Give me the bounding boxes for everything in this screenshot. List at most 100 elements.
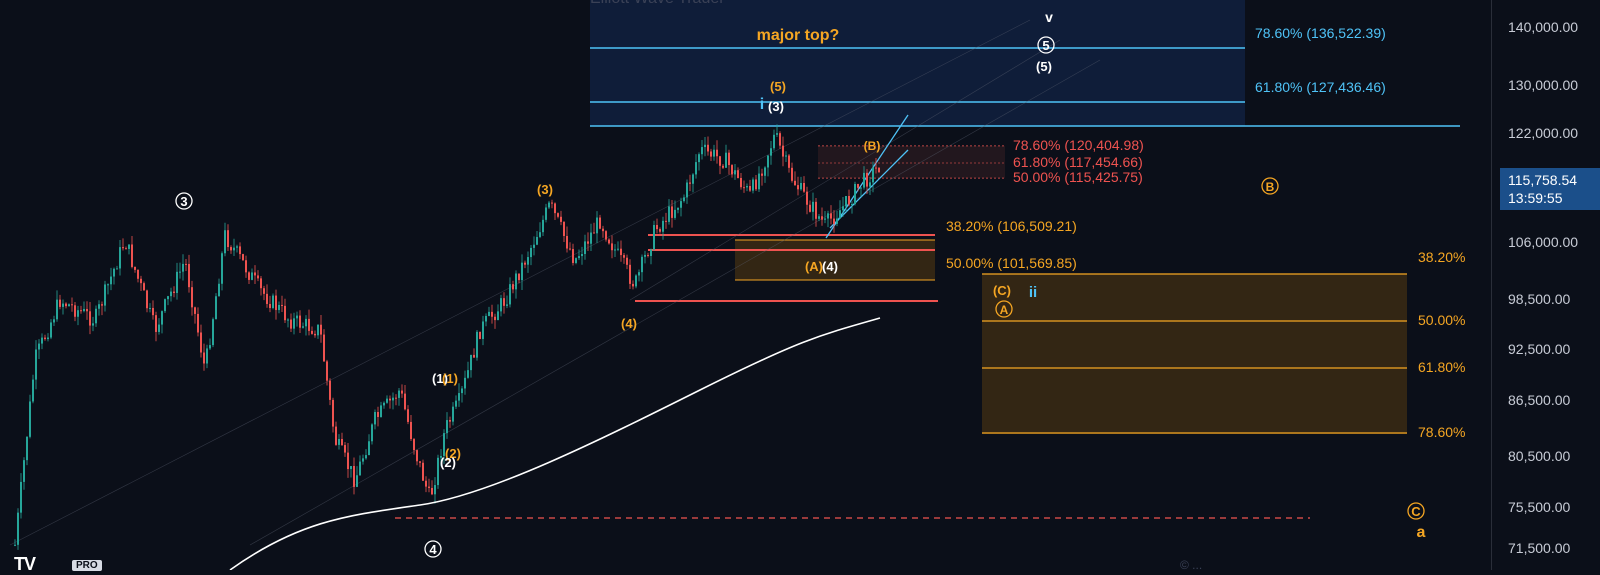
blue-fib-label: 78.60% (136,522.39) [1255, 25, 1386, 41]
wave-label: (B) [864, 139, 881, 153]
candle [464, 377, 466, 389]
trend-line [249, 59, 1101, 546]
candle [845, 196, 847, 207]
candle [278, 304, 280, 311]
candle [41, 337, 43, 344]
candle [446, 420, 448, 434]
price-axis-tick: 80,500.00 [1508, 448, 1571, 464]
candle [56, 299, 58, 320]
candle [560, 216, 562, 222]
price-axis[interactable]: 140,000.00 130,000.00 122,000.00 106,000.00… [1491, 0, 1600, 570]
candle [212, 319, 214, 346]
candle [422, 462, 424, 481]
candle [242, 254, 244, 261]
wave4-zone-box [735, 240, 935, 280]
candle [350, 466, 352, 470]
candle [113, 268, 115, 277]
candle [806, 191, 808, 205]
candle [815, 201, 817, 219]
candle [800, 183, 802, 190]
candle [839, 210, 841, 219]
candle [659, 229, 661, 232]
candle [488, 311, 490, 316]
candle [827, 213, 829, 219]
price-axis-tick: 71,500.00 [1508, 540, 1571, 556]
candle [743, 187, 745, 189]
candle [833, 218, 835, 224]
candle [707, 144, 709, 152]
candle [104, 284, 106, 306]
candle [797, 185, 799, 190]
candle [542, 219, 544, 233]
candle [299, 315, 301, 328]
wave-label: (3) [768, 99, 784, 114]
candle [563, 221, 565, 236]
candle [428, 486, 430, 488]
price-axis-tick: 140,000.00 [1508, 19, 1579, 35]
candle [716, 149, 718, 157]
candle [821, 216, 823, 220]
candle [758, 173, 760, 190]
candle [455, 400, 457, 407]
candle [383, 402, 385, 406]
price-axis-tick: 86,500.00 [1508, 392, 1571, 408]
candle [650, 249, 652, 256]
candle [638, 272, 640, 276]
wave-label: (5) [1036, 59, 1052, 74]
candle [251, 272, 253, 280]
candle [395, 397, 397, 399]
candle [266, 293, 268, 304]
candle [878, 167, 880, 173]
price-axis-tick: 75,500.00 [1508, 499, 1571, 515]
orange-fib-label: 38.20% (106,509.21) [946, 218, 1077, 234]
candle [473, 354, 475, 358]
candle [554, 203, 556, 214]
candle [389, 398, 391, 401]
candle [491, 311, 493, 317]
candle [209, 345, 211, 349]
candle [287, 319, 289, 321]
candle [26, 436, 28, 461]
candle [176, 271, 178, 293]
price-axis-tick: 92,500.00 [1508, 341, 1571, 357]
candle [602, 228, 604, 232]
support-fib-label: 78.60% [1418, 424, 1465, 440]
candle [812, 201, 814, 212]
candle [413, 439, 415, 451]
candle [146, 290, 148, 309]
candle [230, 247, 232, 251]
candle [569, 248, 571, 250]
candle [803, 183, 805, 192]
candle [506, 304, 508, 306]
candle [713, 149, 715, 157]
candle [641, 256, 643, 273]
candle [158, 324, 160, 332]
support-zone-box [982, 274, 1407, 434]
candle [20, 481, 22, 513]
candle [521, 262, 523, 281]
candle [809, 204, 811, 212]
wave-label: C [1411, 504, 1421, 519]
candle [533, 244, 535, 248]
wave-label-circle [175, 192, 193, 210]
candle [842, 206, 844, 211]
candle [674, 209, 676, 218]
candle [671, 206, 673, 218]
candle [98, 304, 100, 309]
candle [410, 421, 412, 440]
candle [269, 303, 271, 309]
candle [476, 331, 478, 358]
candle [173, 291, 175, 293]
candle [863, 172, 865, 188]
candle [50, 322, 52, 338]
candle [746, 186, 748, 188]
candle [89, 311, 91, 326]
wave-label: i [760, 96, 764, 113]
candle [206, 348, 208, 364]
price-axis-tick: 106,000.00 [1508, 234, 1579, 250]
candle [236, 246, 238, 248]
candle [482, 321, 484, 339]
candle [68, 304, 70, 307]
candle [311, 330, 313, 334]
